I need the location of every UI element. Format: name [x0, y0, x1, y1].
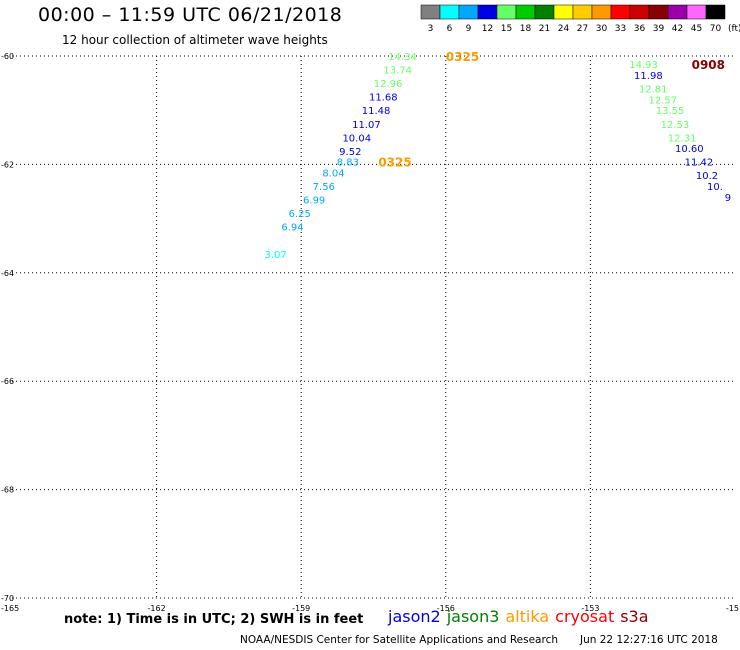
- wave-height-label: 12.81: [639, 85, 668, 96]
- color-scale-label: 18: [520, 24, 532, 34]
- wave-height-label: 10.60: [675, 144, 704, 155]
- lon-tick-label: -162: [148, 604, 166, 612]
- wave-height-label: 6.99: [303, 196, 325, 207]
- wave-height-label: 11.07: [352, 120, 381, 131]
- color-scale-label: 6: [447, 24, 453, 34]
- wave-height-label: 10.2: [696, 171, 718, 182]
- footnote: note: 1) Time is in UTC; 2) SWH is in fe…: [64, 612, 364, 627]
- wave-height-label: 14.93: [629, 60, 658, 71]
- legend-item-jason3: jason3: [446, 607, 500, 626]
- wave-height-label: 13.55: [656, 106, 685, 117]
- lon-tick-label: -159: [292, 604, 310, 612]
- lon-tick-label: -153: [581, 604, 599, 612]
- wave-height-label: 12.57: [649, 95, 678, 106]
- lat-tick-label: -64: [1, 269, 14, 278]
- page-title: 00:00 – 11:59 UTC 06/21/2018: [38, 4, 343, 26]
- wave-height-label: 14.34: [388, 52, 417, 63]
- color-scale-step: 42: [667, 4, 688, 34]
- wave-height-label: 13.74: [383, 66, 412, 77]
- color-scale-step: 70: [705, 4, 726, 34]
- credit-text: NOAA/NESDIS Center for Satellite Applica…: [240, 634, 558, 646]
- color-scale-label: 70: [710, 24, 722, 34]
- lon-tick-label: -15: [726, 604, 739, 612]
- wave-height-label: 9.52: [339, 147, 361, 158]
- color-scale-label: 15: [501, 24, 512, 34]
- color-scale-label: 42: [672, 24, 683, 34]
- wave-height-label: 6.94: [281, 223, 303, 234]
- pass-time-label: 0908: [692, 58, 725, 72]
- lat-tick-label: -70: [1, 594, 14, 603]
- wave-height-label: 10.: [707, 182, 723, 193]
- legend-item-altika: altika: [505, 607, 550, 626]
- generated-timestamp: Jun 22 12:27:16 UTC 2018: [580, 634, 718, 646]
- legend-item-jason2: jason2: [388, 607, 441, 626]
- satellite-legend: jason2 jason3 altika cryosat s3a: [388, 607, 655, 626]
- wave-height-label: 8.83: [337, 158, 359, 169]
- wave-height-label: 3.07: [264, 250, 286, 261]
- wave-height-label: 12.53: [661, 120, 690, 131]
- color-scale-step: 18: [515, 4, 536, 34]
- lat-tick-label: -68: [1, 486, 14, 495]
- wave-height-label: 7.56: [313, 182, 335, 193]
- color-scale-label: 27: [577, 24, 588, 34]
- color-scale-step: 9: [458, 4, 479, 34]
- lon-tick-label: -165: [1, 604, 19, 612]
- legend-item-cryosat: cryosat: [555, 607, 615, 626]
- legend-item-s3a: s3a: [620, 607, 649, 626]
- color-scale-label: 9: [466, 24, 472, 34]
- wave-height-label: 11.68: [369, 93, 398, 104]
- color-scale-label: 45: [691, 24, 702, 34]
- lat-tick-label: -66: [1, 377, 14, 386]
- lon-tick-label: -156: [437, 604, 455, 612]
- track-altika: 14.3413.7412.9611.6811.4811.0710.049.528…: [264, 50, 479, 261]
- wave-height-label: 8.04: [322, 169, 344, 180]
- color-scale-label: 39: [653, 24, 665, 34]
- color-scale-label: 36: [634, 24, 646, 34]
- color-scale-label: 33: [615, 24, 626, 34]
- wave-height-label: 12.96: [374, 79, 403, 90]
- wave-height-label: 6.25: [289, 209, 311, 220]
- wave-height-label: 11.42: [685, 158, 714, 169]
- color-scale-label: 3: [428, 24, 434, 34]
- wave-height-label: 10.04: [342, 133, 371, 144]
- color-scale-unit: (ft): [728, 24, 740, 34]
- pass-time-label: 0325: [446, 50, 479, 64]
- lat-tick-label: -60: [1, 52, 14, 61]
- wave-height-label: 11.48: [362, 106, 391, 117]
- map-plot: -60-62-64-66-68-70-165 -162 -159 -156 -153 -1…: [1, 50, 739, 612]
- color-scale-label: 30: [596, 24, 608, 34]
- wave-height-label: 11.98: [634, 71, 663, 82]
- pass-time-label: 0325: [378, 156, 411, 170]
- color-scale-label: 24: [558, 24, 570, 34]
- page-subtitle: 12 hour collection of altimeter wave hei…: [62, 33, 328, 47]
- color-scale-label: 21: [539, 24, 550, 34]
- wave-height-label: 9: [725, 193, 731, 204]
- wave-height-label: 12.31: [668, 133, 697, 144]
- lat-tick-label: -62: [1, 160, 14, 169]
- color-scale-label: 12: [482, 24, 493, 34]
